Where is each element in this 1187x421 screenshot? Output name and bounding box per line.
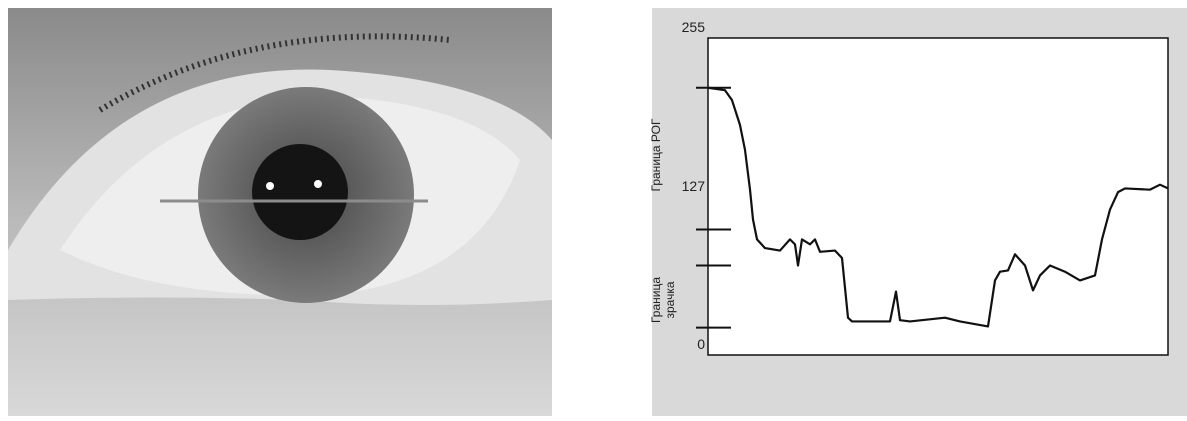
y-tick-label: 127 — [682, 178, 706, 194]
plot-area — [708, 38, 1168, 355]
axis-annotation: зрачка — [663, 281, 677, 318]
y-tick-label: 0 — [697, 336, 705, 352]
y-tick-label: 255 — [682, 19, 706, 35]
eye-photo — [8, 8, 552, 416]
axis-annotation: Граница — [649, 277, 663, 323]
figure: 0 127 255 Граница РОГ Границазрачка — [0, 0, 1187, 416]
axis-annotation: Граница РОГ — [649, 118, 663, 191]
